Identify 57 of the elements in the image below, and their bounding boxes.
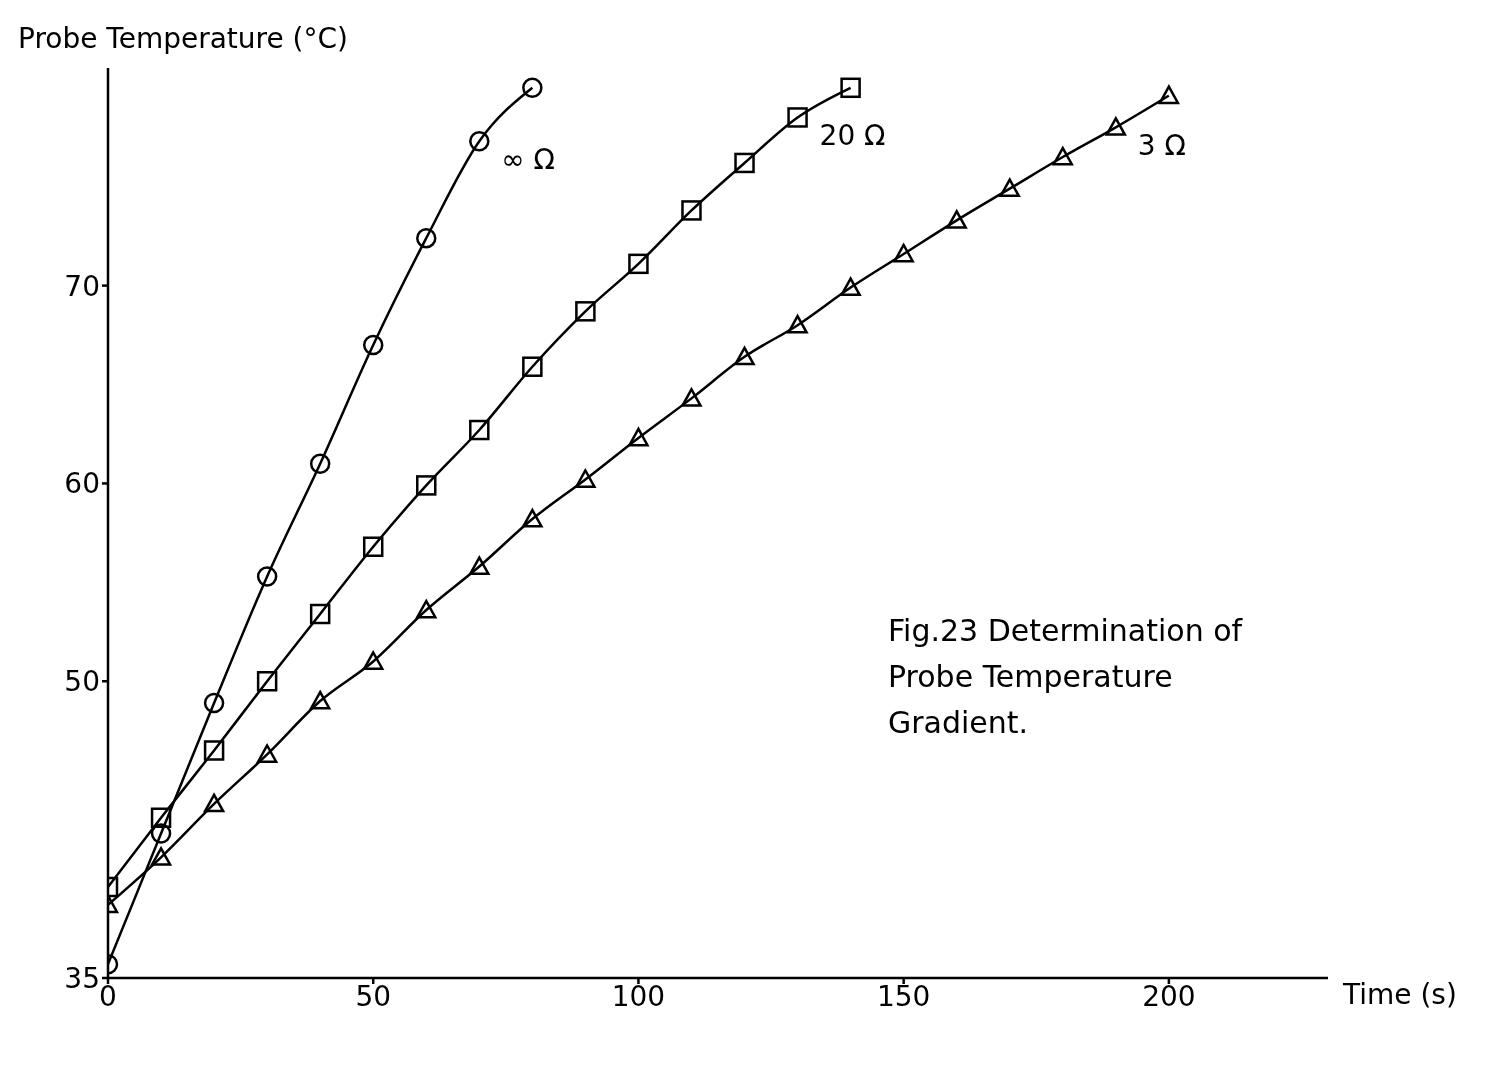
point <box>203 793 225 813</box>
point <box>787 314 808 334</box>
point <box>469 130 490 152</box>
point <box>681 388 702 407</box>
point <box>840 77 861 99</box>
point <box>362 651 384 670</box>
point <box>150 807 172 829</box>
point <box>575 301 596 322</box>
point <box>150 823 172 844</box>
x-tick-label: 150 <box>876 979 931 1013</box>
point <box>522 508 543 528</box>
point <box>416 599 437 619</box>
point <box>734 346 755 366</box>
point <box>416 227 437 249</box>
point <box>734 152 755 174</box>
point <box>362 334 384 356</box>
y-tick-label: 70 <box>64 269 100 303</box>
point <box>787 107 808 128</box>
point <box>309 603 331 625</box>
series-label: 20 Ω <box>819 119 886 153</box>
point <box>469 556 490 575</box>
y-tick-label: 60 <box>64 467 100 501</box>
series-label: ∞ Ω <box>501 143 555 177</box>
y-tick-label: 35 <box>64 961 100 995</box>
point <box>893 243 914 263</box>
x-tick-label: 100 <box>611 979 666 1013</box>
point <box>416 475 437 496</box>
point <box>309 453 331 474</box>
series-label: 3 Ω <box>1137 129 1186 163</box>
point <box>1105 117 1127 136</box>
point <box>256 566 278 587</box>
point <box>256 671 278 692</box>
point <box>309 690 331 710</box>
x-tick-label: 0 <box>99 979 117 1013</box>
point <box>1052 146 1074 166</box>
point <box>203 740 225 761</box>
point <box>628 427 649 447</box>
x-tick-label: 200 <box>1142 979 1196 1013</box>
point <box>628 253 649 275</box>
point <box>522 77 543 99</box>
point <box>840 277 861 297</box>
point <box>575 469 596 488</box>
annotation: Fig.23 Determination of Probe Temperature Gradient. <box>888 612 1244 742</box>
point <box>522 356 543 377</box>
point <box>1158 85 1180 105</box>
point <box>999 178 1020 198</box>
x-axis-title: Time (s) <box>1343 978 1457 1011</box>
point <box>150 847 172 866</box>
y-tick-label: 50 <box>64 665 100 699</box>
point <box>946 210 967 229</box>
point <box>362 536 384 557</box>
point <box>469 419 490 441</box>
point <box>256 744 278 763</box>
point <box>681 200 702 221</box>
y-axis-title: Probe Temperature (°C) <box>18 22 348 55</box>
point <box>203 692 225 714</box>
x-tick-label: 50 <box>355 979 392 1013</box>
